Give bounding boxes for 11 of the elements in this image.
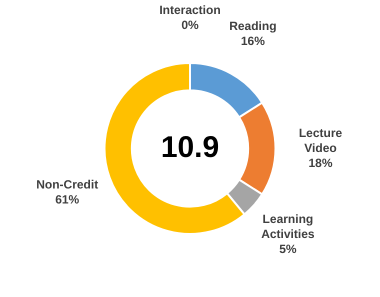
text: 0% — [181, 18, 199, 32]
data-label: 16% — [240, 34, 266, 48]
text: 10.9 — [160, 130, 220, 164]
slice-label: Non-Credit — [36, 178, 98, 192]
data-label: 18% — [308, 156, 333, 170]
slice-label: Learning Activities — [261, 212, 315, 242]
slice-label: Reading — [229, 18, 277, 33]
category-label: Interaction — [159, 2, 221, 17]
data-label: 61% — [55, 192, 80, 207]
slice-label: Lecture Video — [298, 126, 342, 155]
data-label: 5% — [279, 242, 297, 256]
